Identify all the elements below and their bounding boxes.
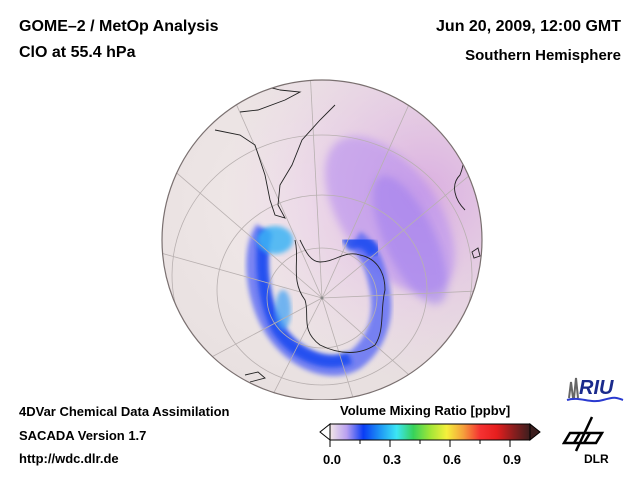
riu-text: RIU xyxy=(579,377,614,399)
colorbar-gradient xyxy=(329,423,531,441)
colorbar-tick-label: 0.9 xyxy=(502,452,522,467)
dlr-logo: DLR xyxy=(562,416,609,465)
clo-vortex-core xyxy=(256,229,353,368)
analysis-datetime: Jun 20, 2009, 12:00 GMT xyxy=(436,18,621,35)
clo-max-southwest xyxy=(275,290,291,330)
website-link[interactable]: http://wdc.dlr.de xyxy=(19,451,119,466)
river-icon xyxy=(566,396,624,403)
method-label: 4DVar Chemical Data Assimilation xyxy=(19,404,230,419)
species-level: ClO at 55.4 hPa xyxy=(19,44,136,61)
product-title: GOME–2 / MetOp Analysis xyxy=(19,18,219,35)
antarctica-coast xyxy=(294,239,386,353)
madagascar xyxy=(471,247,481,259)
south-pole-marker xyxy=(320,296,324,300)
hemisphere-label: Southern Hemisphere xyxy=(465,47,621,64)
colorbar-title: Volume Mixing Ratio [ppbv] xyxy=(340,403,511,418)
clo-max-east xyxy=(340,234,382,258)
colorbar-tick-label: 0.3 xyxy=(382,452,402,467)
colorbar-high-arrow xyxy=(529,422,541,442)
colorbar-tick-label: 0.0 xyxy=(322,452,342,467)
riu-logo: RIU xyxy=(566,377,624,403)
globe-map xyxy=(161,79,483,400)
version-label: SACADA Version 1.7 xyxy=(19,428,147,443)
cathedral-icon xyxy=(568,377,579,399)
south-america-coast xyxy=(214,104,336,219)
australia-tip xyxy=(244,371,266,383)
colorbar-tick-label: 0.6 xyxy=(442,452,462,467)
clo-max-west xyxy=(257,226,293,254)
globe-outline xyxy=(161,79,483,400)
colorbar-low-arrow xyxy=(319,422,331,442)
colorbar xyxy=(319,422,541,447)
dlr-text: DLR xyxy=(584,452,609,465)
clo-band-east-inner xyxy=(372,175,448,305)
dlr-emblem-icon xyxy=(562,416,605,452)
